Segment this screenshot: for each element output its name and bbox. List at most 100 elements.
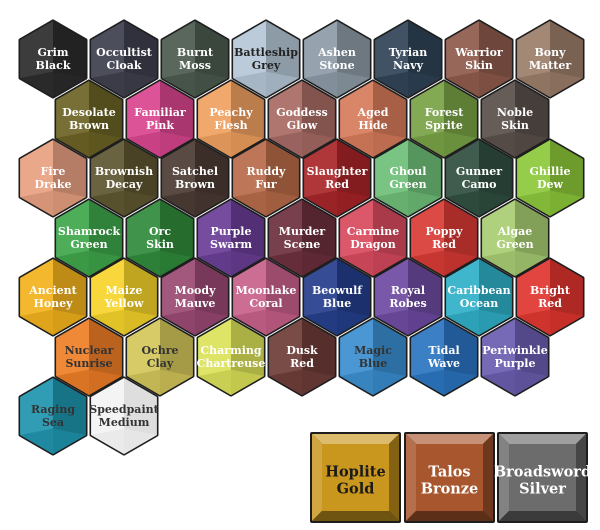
- hex-bottom-face: [411, 250, 477, 276]
- swatch-label-line2: Skin: [501, 119, 529, 132]
- swatch-label-line2: Green: [496, 238, 533, 251]
- swatch-label-line1: Magic: [354, 344, 392, 357]
- swatch-label-line1: Ghillie: [529, 165, 570, 178]
- swatch-label-line1: Ghoul: [390, 165, 427, 178]
- swatch-label-line1: Ashen: [317, 46, 356, 59]
- swatch-label-line2: Dew: [537, 178, 564, 191]
- swatch-label-line1: Peachy: [209, 106, 253, 119]
- swatch-label-line1: Orc: [149, 225, 171, 238]
- metallic-label-line1: Broadsword: [494, 464, 591, 481]
- metallic-bevel-top: [312, 434, 399, 444]
- swatch-label-line1: Carmine: [347, 225, 400, 238]
- swatch-label-line1: Ochre: [141, 344, 178, 357]
- hex-bottom-face: [162, 309, 228, 335]
- hex-bottom-face: [91, 309, 157, 335]
- swatch-label-line2: Blue: [323, 297, 351, 310]
- hex-bottom-face: [340, 369, 406, 395]
- hex-bottom-face: [91, 71, 157, 97]
- hex-bottom-face: [411, 369, 477, 395]
- metallic-face: [322, 444, 389, 511]
- swatch-label-line1: Tyrian: [389, 46, 427, 59]
- swatch-label-line2: Flesh: [214, 119, 247, 132]
- swatch-label-line1: Satchel: [172, 165, 218, 178]
- hex-bottom-face: [198, 369, 264, 395]
- swatch-label-line2: Red: [432, 238, 456, 251]
- hex-bottom-face: [91, 428, 157, 454]
- hex-bottom-face: [411, 131, 477, 157]
- swatch-label-line2: Navy: [393, 59, 424, 72]
- metallic-bevel-top: [406, 434, 493, 444]
- swatch-label-line1: Warrior: [454, 46, 503, 59]
- swatch-label-line2: Purple: [495, 357, 536, 370]
- swatch-label-line1: Noble: [497, 106, 533, 119]
- swatch-label-line1: Algae: [497, 225, 533, 238]
- swatch-label-line1: Desolate: [62, 106, 115, 119]
- swatch-label-line1: Moonlake: [236, 284, 297, 297]
- swatch-label-line1: Bony: [534, 46, 566, 59]
- hex-bottom-face: [56, 131, 122, 157]
- hex-bottom-face: [304, 71, 370, 97]
- hex-bottom-face: [340, 131, 406, 157]
- metallic-bevel-right: [576, 434, 586, 521]
- swatch-label-line1: Maize: [106, 284, 143, 297]
- swatch-label-line2: Sea: [42, 416, 64, 429]
- swatch-label-line2: Hide: [358, 119, 387, 132]
- swatch-label-line2: Skin: [465, 59, 493, 72]
- hex-bottom-face: [340, 250, 406, 276]
- hex-bottom-face: [127, 131, 193, 157]
- swatch-label-line1: Aged: [357, 106, 389, 119]
- metallic-bevel-right: [483, 434, 493, 521]
- swatch-label-line2: Ocean: [460, 297, 498, 310]
- hex-bottom-face: [304, 309, 370, 335]
- swatch-label-line1: Shamrock: [58, 225, 121, 238]
- swatch-label-line2: Coral: [249, 297, 282, 310]
- hex-bottom-face: [482, 369, 548, 395]
- swatch-label-line2: Glow: [287, 119, 318, 132]
- swatch-label-line2: Mauve: [175, 297, 216, 310]
- swatch-label-line1: Familiar: [134, 106, 186, 119]
- swatch-label-line1: Gunner: [456, 165, 502, 178]
- hex-bottom-face: [269, 369, 335, 395]
- hex-bottom-face: [198, 131, 264, 157]
- swatch-label-line1: Royal: [391, 284, 425, 297]
- swatch-label-line2: Drake: [34, 178, 71, 191]
- swatch-label-line2: Moss: [179, 59, 211, 72]
- hex-bottom-face: [162, 190, 228, 216]
- swatch-label-line2: Swarm: [210, 238, 252, 251]
- swatch-label-line1: Raging: [31, 403, 75, 416]
- swatch-label-line1: Occultist: [96, 46, 153, 59]
- swatch-label-line2: Pink: [146, 119, 174, 132]
- swatch-label-line2: Chartreuse: [197, 357, 266, 370]
- hex-bottom-face: [375, 190, 441, 216]
- swatch-label-line2: Stone: [319, 59, 354, 72]
- metallic-bevel-left: [499, 434, 509, 521]
- swatch-label-line2: Cloak: [106, 59, 141, 72]
- metallic-bevel-bottom: [312, 511, 399, 521]
- hex-bottom-face: [233, 190, 299, 216]
- hex-bottom-face: [233, 71, 299, 97]
- hex-bottom-face: [198, 250, 264, 276]
